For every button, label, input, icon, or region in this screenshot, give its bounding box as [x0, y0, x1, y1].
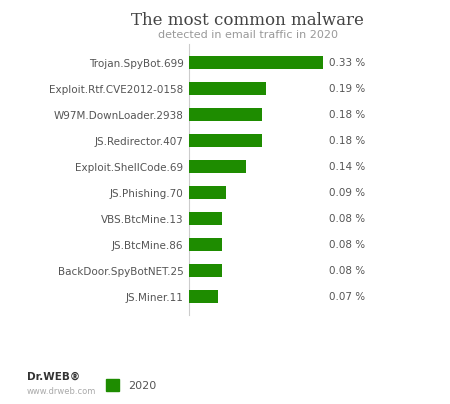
Text: The most common malware: The most common malware [131, 12, 364, 29]
Text: 0.19 %: 0.19 % [328, 84, 365, 94]
Bar [189, 238, 221, 251]
Bar [189, 108, 262, 121]
Text: www.drweb.com: www.drweb.com [27, 387, 96, 396]
Legend: 2020: 2020 [106, 379, 156, 391]
Text: 0.08 %: 0.08 % [328, 214, 365, 224]
Text: 0.18 %: 0.18 % [328, 136, 365, 146]
Text: detected in email traffic in 2020: detected in email traffic in 2020 [158, 30, 338, 40]
Text: 0.14 %: 0.14 % [328, 162, 365, 172]
Text: 0.18 %: 0.18 % [328, 110, 365, 120]
Bar [189, 186, 225, 199]
Text: 0.33 %: 0.33 % [328, 58, 365, 67]
Text: 0.08 %: 0.08 % [328, 266, 365, 276]
Bar [189, 56, 324, 69]
Bar [189, 264, 221, 278]
Bar [189, 160, 246, 173]
Text: 0.07 %: 0.07 % [328, 292, 365, 302]
Bar [189, 213, 221, 225]
Bar [189, 290, 217, 303]
Text: 0.09 %: 0.09 % [328, 188, 365, 198]
Text: Dr.WEB®: Dr.WEB® [27, 372, 80, 382]
Bar [189, 134, 262, 147]
Text: 0.08 %: 0.08 % [328, 240, 365, 250]
Bar [189, 82, 266, 95]
